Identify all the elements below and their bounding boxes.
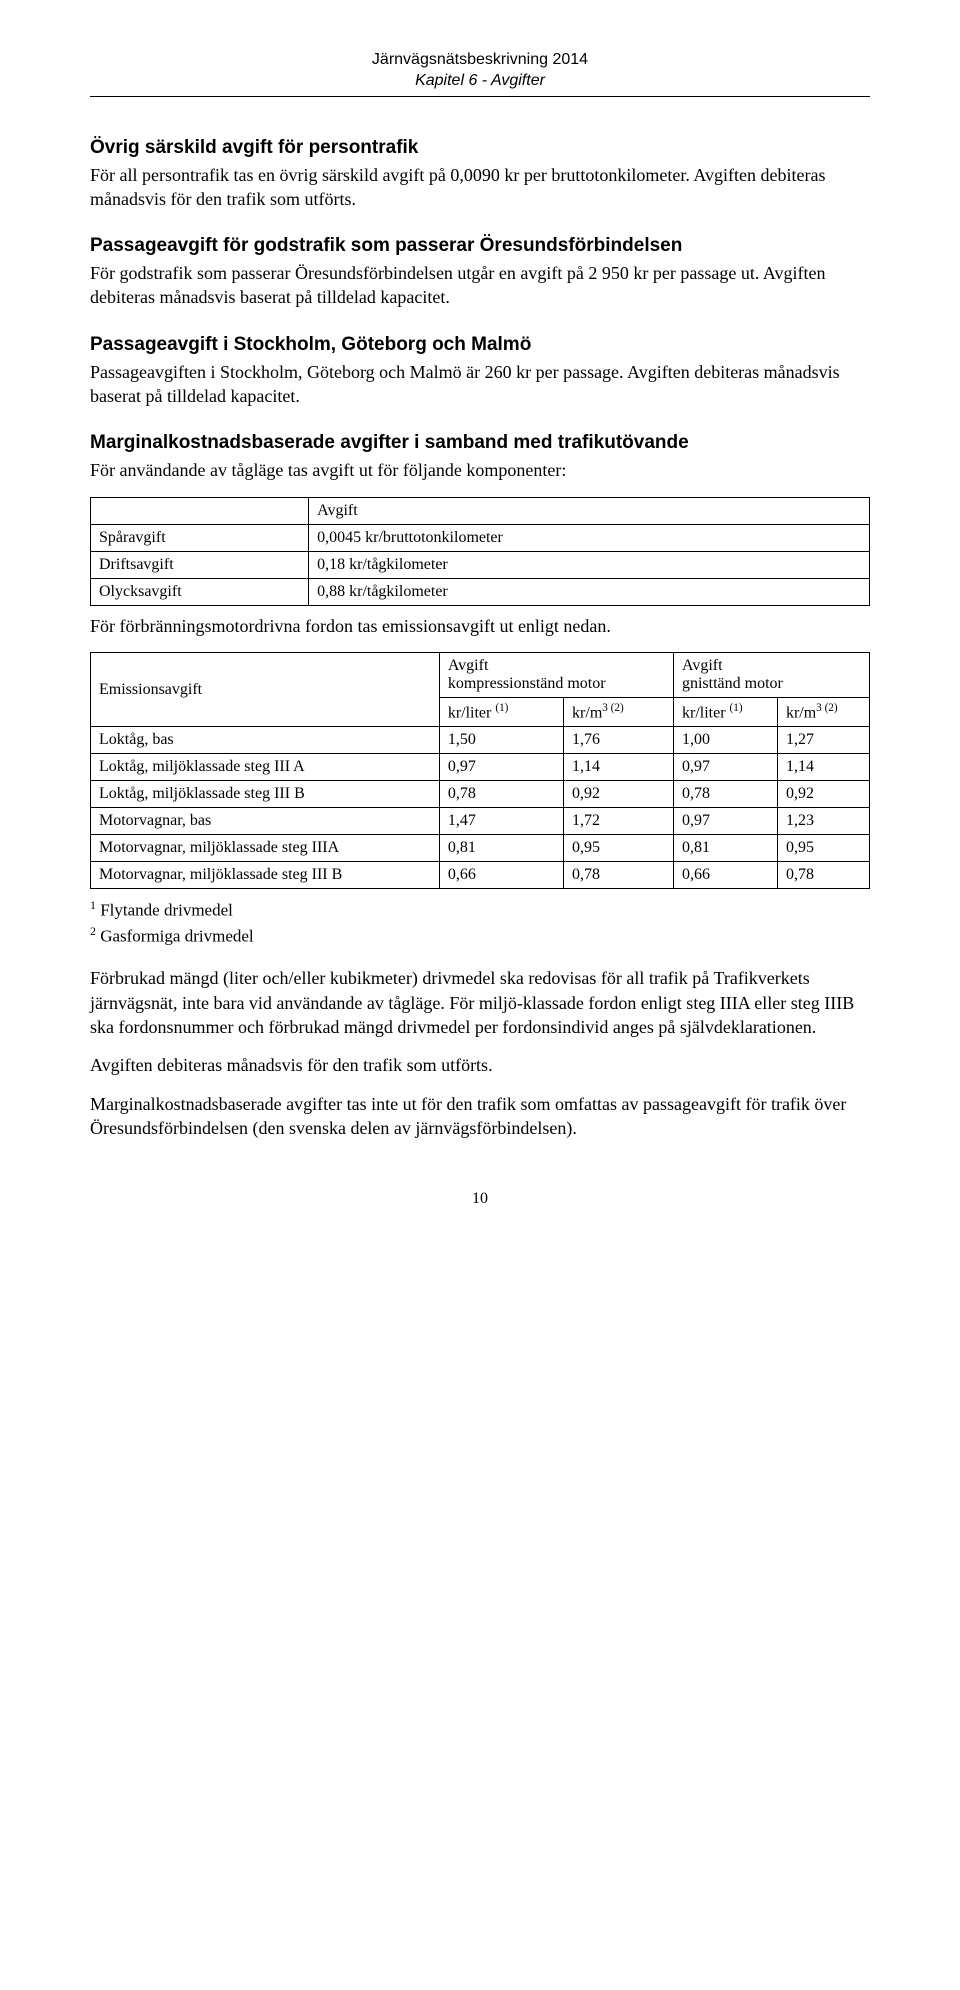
table-row: Driftsavgift 0,18 kr/tågkilometer — [91, 551, 870, 578]
row-val: 0,81 — [439, 835, 563, 862]
section-title-oresund: Passageavgift för godstrafik som passera… — [90, 235, 870, 257]
header-line2: Kapitel 6 - Avgifter — [415, 72, 545, 89]
table-row: Loktåg, miljöklassade steg III A 0,97 1,… — [91, 754, 870, 781]
cell-header-avgift: Avgift — [309, 497, 870, 524]
footnote-2: Gasformiga drivmedel — [96, 927, 254, 946]
page-number: 10 — [90, 1190, 870, 1208]
table-row: Motorvagnar, miljöklassade steg III B 0,… — [91, 862, 870, 889]
trailing-p2: Avgiften debiteras månadsvis för den tra… — [90, 1053, 870, 1077]
footnote-1: Flytande drivmedel — [96, 901, 233, 920]
row-val: 0,95 — [564, 835, 674, 862]
row-val: 0,66 — [673, 862, 777, 889]
row-val: 0,78 — [439, 781, 563, 808]
section-title-marginal: Marginalkostnadsbaserade avgifter i samb… — [90, 432, 870, 454]
section-body-sgm: Passageavgiften i Stockholm, Göteborg oc… — [90, 360, 870, 409]
row-val: 1,23 — [777, 808, 869, 835]
table-row: Avgift — [91, 497, 870, 524]
row-val: 1,47 — [439, 808, 563, 835]
table-row: Loktåg, miljöklassade steg III B 0,78 0,… — [91, 781, 870, 808]
table-row: Spåravgift 0,0045 kr/bruttotonkilometer — [91, 524, 870, 551]
table-row: Motorvagnar, bas 1,47 1,72 0,97 1,23 — [91, 808, 870, 835]
emission-table: Emissionsavgift Avgift kompressionständ … — [90, 652, 870, 889]
row-val: 1,14 — [777, 754, 869, 781]
header-spark: Avgift gnisttänd motor — [673, 652, 869, 697]
row-val: 1,72 — [564, 808, 674, 835]
header-compression: Avgift kompressionständ motor — [439, 652, 673, 697]
table-row: Motorvagnar, miljöklassade steg IIIA 0,8… — [91, 835, 870, 862]
row-val: 1,27 — [777, 727, 869, 754]
row-val: 0,97 — [439, 754, 563, 781]
page-header: Järnvägsnätsbeskrivning 2014 Kapitel 6 -… — [90, 50, 870, 92]
table-row: Loktåg, bas 1,50 1,76 1,00 1,27 — [91, 727, 870, 754]
row-val: 1,14 — [564, 754, 674, 781]
unit-cell: kr/m3 (2) — [564, 697, 674, 726]
row-val: 0,97 — [673, 808, 777, 835]
footnotes: 1 Flytande drivmedel 2 Gasformiga drivme… — [90, 897, 870, 948]
cell-empty — [91, 497, 309, 524]
row-val: 1,76 — [564, 727, 674, 754]
row-val: 0,78 — [777, 862, 869, 889]
row-name: Loktåg, bas — [91, 727, 440, 754]
row-name: Motorvagnar, bas — [91, 808, 440, 835]
row-val: 0,92 — [777, 781, 869, 808]
trailing-p3: Marginalkostnadsbaserade avgifter tas in… — [90, 1092, 870, 1141]
fee-table: Avgift Spåravgift 0,0045 kr/bruttotonkil… — [90, 497, 870, 606]
fee-value: 0,88 kr/tågkilometer — [309, 578, 870, 605]
row-val: 0,81 — [673, 835, 777, 862]
section-body-ovrig: För all persontrafik tas en övrig särski… — [90, 163, 870, 212]
row-val: 1,50 — [439, 727, 563, 754]
unit-cell: kr/m3 (2) — [777, 697, 869, 726]
fee-name: Spåravgift — [91, 524, 309, 551]
row-val: 0,97 — [673, 754, 777, 781]
header-rule — [90, 96, 870, 97]
section-body-oresund: För godstrafik som passerar Öresundsförb… — [90, 261, 870, 310]
fee-value: 0,0045 kr/bruttotonkilometer — [309, 524, 870, 551]
row-name: Motorvagnar, miljöklassade steg III B — [91, 862, 440, 889]
row-val: 0,78 — [564, 862, 674, 889]
fee-name: Driftsavgift — [91, 551, 309, 578]
fee-value: 0,18 kr/tågkilometer — [309, 551, 870, 578]
row-val: 1,00 — [673, 727, 777, 754]
section-title-sgm: Passageavgift i Stockholm, Göteborg och … — [90, 334, 870, 356]
row-val: 0,78 — [673, 781, 777, 808]
row-name: Loktåg, miljöklassade steg III A — [91, 754, 440, 781]
section-title-ovrig: Övrig särskild avgift för persontrafik — [90, 137, 870, 159]
unit-cell: kr/liter (1) — [439, 697, 563, 726]
trailing-p1: Förbrukad mängd (liter och/eller kubikme… — [90, 966, 870, 1039]
between-tables-text: För förbränningsmotordrivna fordon tas e… — [90, 614, 870, 638]
header-line1: Järnvägsnätsbeskrivning 2014 — [372, 51, 588, 68]
table-row: Olycksavgift 0,88 kr/tågkilometer — [91, 578, 870, 605]
unit-cell: kr/liter (1) — [673, 697, 777, 726]
row-name: Motorvagnar, miljöklassade steg IIIA — [91, 835, 440, 862]
header-emission: Emissionsavgift — [91, 652, 440, 726]
row-val: 0,66 — [439, 862, 563, 889]
row-val: 0,92 — [564, 781, 674, 808]
row-val: 0,95 — [777, 835, 869, 862]
table-row: Emissionsavgift Avgift kompressionständ … — [91, 652, 870, 697]
fee-name: Olycksavgift — [91, 578, 309, 605]
row-name: Loktåg, miljöklassade steg III B — [91, 781, 440, 808]
section-body-marginal: För användande av tågläge tas avgift ut … — [90, 458, 870, 482]
